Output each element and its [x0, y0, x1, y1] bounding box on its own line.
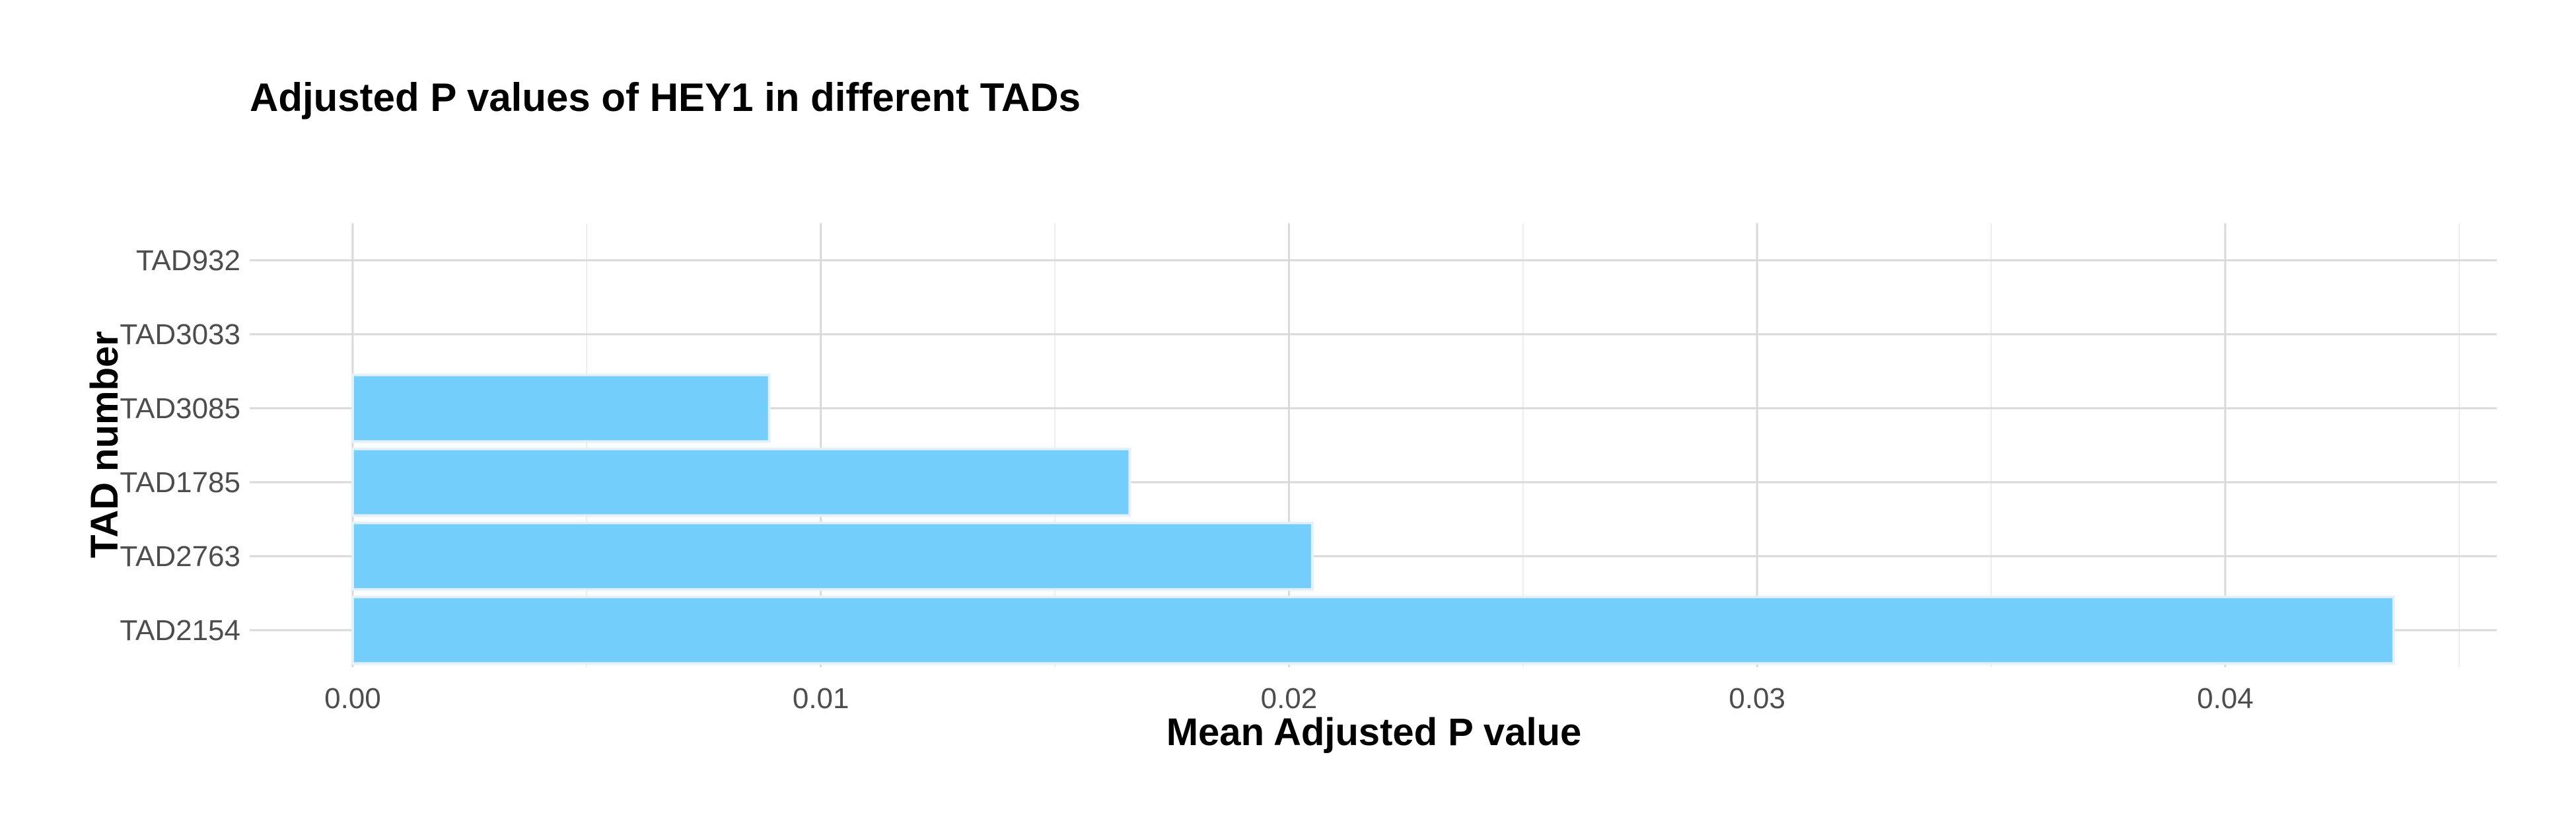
bar-tad1785	[351, 447, 1131, 517]
y-axis-title: TAD number	[83, 331, 126, 558]
tick-labels: 0.00 0.01 0.02 0.03 0.04 TAD2154 TAD2763 TAD178…	[120, 244, 2253, 715]
y-tick-label: TAD3033	[120, 318, 240, 351]
y-tick-label: TAD932	[136, 244, 240, 277]
y-tick-label: TAD1785	[120, 466, 240, 499]
bars	[351, 373, 2396, 665]
bar-tad3085	[351, 373, 771, 443]
y-tick-label: TAD2154	[120, 614, 240, 647]
x-tick-label: 0.02	[1261, 682, 1318, 715]
x-tick-label: 0.00	[324, 682, 381, 715]
bar-tad2154	[351, 595, 2396, 665]
chart-title: Adjusted P values of HEY1 in different T…	[250, 75, 1081, 120]
x-tick-label: 0.01	[793, 682, 849, 715]
x-axis-title: Mean Adjusted P value	[1166, 711, 1582, 754]
x-tick-label: 0.04	[2197, 682, 2254, 715]
y-tick-label: TAD3085	[120, 392, 240, 425]
y-tick-label: TAD2763	[120, 540, 240, 573]
bar-tad2763	[351, 521, 1314, 591]
x-tick-label: 0.03	[1729, 682, 1785, 715]
